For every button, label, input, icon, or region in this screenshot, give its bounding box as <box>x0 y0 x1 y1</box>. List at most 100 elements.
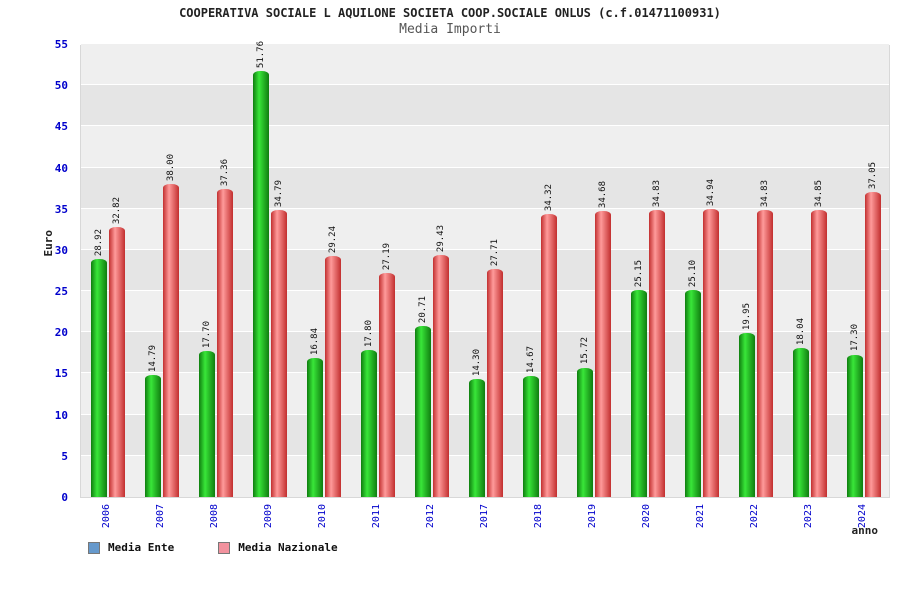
x-tick-label-2010: 2010 <box>317 504 328 529</box>
bar-media-nazionale-2020 <box>649 210 665 497</box>
x-tick-label-2008: 2008 <box>209 504 220 529</box>
y-tick-label: 15 <box>54 367 68 381</box>
value-label-media-nazionale-2012: 29.43 <box>436 224 446 252</box>
plot-band <box>81 85 889 127</box>
plot-band <box>81 44 889 86</box>
value-label-media-ente-2010: 16.84 <box>310 328 320 356</box>
y-tick-label: 30 <box>54 243 68 257</box>
plot-band <box>81 249 889 292</box>
y-tick-label: 55 <box>54 38 68 51</box>
x-tick-label-2019: 2019 <box>587 504 598 529</box>
y-tick-label: 35 <box>54 202 68 216</box>
x-tick-label-2007: 2007 <box>155 504 166 529</box>
y-tick-label: 10 <box>54 408 68 422</box>
value-label-media-ente-2012: 20.71 <box>418 296 428 324</box>
y-tick-label: 25 <box>54 285 68 299</box>
value-label-media-ente-2017: 14.30 <box>472 349 482 377</box>
x-tick-label-2020: 2020 <box>641 504 652 529</box>
value-label-media-ente-2021: 25.10 <box>688 260 698 288</box>
plot-area: 28.92 32.82 14.79 38.00 17.70 37.36 51.76 34.79… <box>80 41 890 498</box>
bar-media-ente-2022 <box>739 332 755 497</box>
y-tick-label: 5 <box>61 449 68 463</box>
value-label-media-nazionale-2018: 34.32 <box>544 184 554 212</box>
y-tick-label: 50 <box>54 79 68 93</box>
legend-item-media-nazionale: Media Nazionale <box>218 541 338 554</box>
x-tick-label-2017: 2017 <box>479 504 490 529</box>
value-label-media-ente-2008: 17.70 <box>202 321 212 349</box>
gridline <box>81 43 889 44</box>
x-tick-label-2012: 2012 <box>425 504 436 529</box>
value-label-media-nazionale-2023: 34.85 <box>814 179 824 207</box>
value-label-media-ente-2018: 14.67 <box>526 346 536 374</box>
gridline <box>81 207 889 209</box>
bar-media-nazionale-2010 <box>325 256 341 497</box>
value-label-media-ente-2006: 28.92 <box>94 228 104 256</box>
bar-media-nazionale-2011 <box>379 273 395 497</box>
y-tick-label: 40 <box>54 161 68 175</box>
bar-media-nazionale-2008 <box>217 189 233 497</box>
bar-media-ente-2007 <box>145 375 161 497</box>
value-label-media-nazionale-2010: 29.24 <box>328 226 338 254</box>
legend-swatch-media-ente <box>88 541 100 554</box>
value-label-media-ente-2011: 17.80 <box>364 320 374 348</box>
legend-label-media-ente: Media Ente <box>108 541 175 554</box>
bar-media-nazionale-2024 <box>865 191 881 497</box>
x-tick-label-2022: 2022 <box>749 504 760 529</box>
bar-media-ente-2020 <box>631 289 647 497</box>
bar-media-ente-2010 <box>307 358 323 497</box>
gridline <box>81 331 889 333</box>
value-label-media-nazionale-2007: 38.00 <box>166 153 176 182</box>
value-label-media-nazionale-2006: 32.82 <box>112 196 122 224</box>
value-label-media-nazionale-2011: 27.19 <box>382 242 392 271</box>
value-label-media-ente-2019: 15.72 <box>580 337 590 365</box>
bar-media-ente-2017 <box>469 379 485 497</box>
chart-title: COOPERATIVA SOCIALE L AQUILONE SOCIETA C… <box>179 6 721 20</box>
gridline <box>81 125 889 127</box>
gridline <box>81 372 889 374</box>
x-tick-label-2006: 2006 <box>101 504 112 529</box>
plot-band <box>81 126 889 168</box>
bar-media-nazionale-2012 <box>433 254 449 497</box>
gridline <box>81 84 889 86</box>
value-label-media-ente-2022: 19.95 <box>742 302 752 330</box>
gridline <box>81 248 889 250</box>
bar-media-nazionale-2019 <box>595 211 611 497</box>
legend-item-media-ente: Media Ente <box>88 541 174 554</box>
legend-swatch-media-nazionale <box>218 541 231 554</box>
y-tick-label: 0 <box>61 491 68 504</box>
bar-media-nazionale-2009 <box>271 210 287 497</box>
x-tick-label-2011: 2011 <box>371 504 382 529</box>
x-tick-label-2021: 2021 <box>695 504 706 529</box>
gridline <box>81 413 889 415</box>
bar-media-nazionale-2017 <box>487 268 503 497</box>
bar-media-ente-2024 <box>847 354 863 497</box>
bar-media-nazionale-2006 <box>109 226 125 497</box>
plot-band <box>81 167 889 209</box>
x-tick-label-2009: 2009 <box>263 504 274 529</box>
bar-media-ente-2019 <box>577 367 593 497</box>
value-label-media-nazionale-2017: 27.71 <box>490 238 500 266</box>
value-label-media-nazionale-2024: 37.05 <box>868 161 878 189</box>
legend: Media Ente Media Nazionale <box>88 541 338 554</box>
value-label-media-ente-2023: 18.04 <box>796 318 806 346</box>
bar-media-ente-2006 <box>91 258 107 497</box>
bar-media-ente-2008 <box>199 351 215 497</box>
bar-media-nazionale-2023 <box>811 209 827 497</box>
chart-subtitle: Media Importi <box>399 22 501 37</box>
bar-media-nazionale-2022 <box>757 210 773 497</box>
y-axis: 0 5 10 15 20 25 30 35 40 45 50 55 <box>28 38 72 504</box>
value-label-media-nazionale-2021: 34.94 <box>706 179 716 207</box>
value-label-media-ente-2009: 51.76 <box>256 40 266 68</box>
value-label-media-nazionale-2020: 34.83 <box>652 180 662 208</box>
y-tick-label: 20 <box>54 326 68 340</box>
x-axis-title: anno <box>851 524 879 537</box>
value-label-media-ente-2020: 25.15 <box>634 259 644 287</box>
bar-media-nazionale-2021 <box>703 209 719 497</box>
value-label-media-nazionale-2022: 34.83 <box>760 180 770 208</box>
value-label-media-nazionale-2019: 34.68 <box>598 181 608 209</box>
gridline <box>81 166 889 168</box>
value-label-media-ente-2007: 14.79 <box>148 345 158 373</box>
bar-media-nazionale-2007 <box>163 184 179 497</box>
legend-label-media-nazionale: Media Nazionale <box>238 541 338 554</box>
